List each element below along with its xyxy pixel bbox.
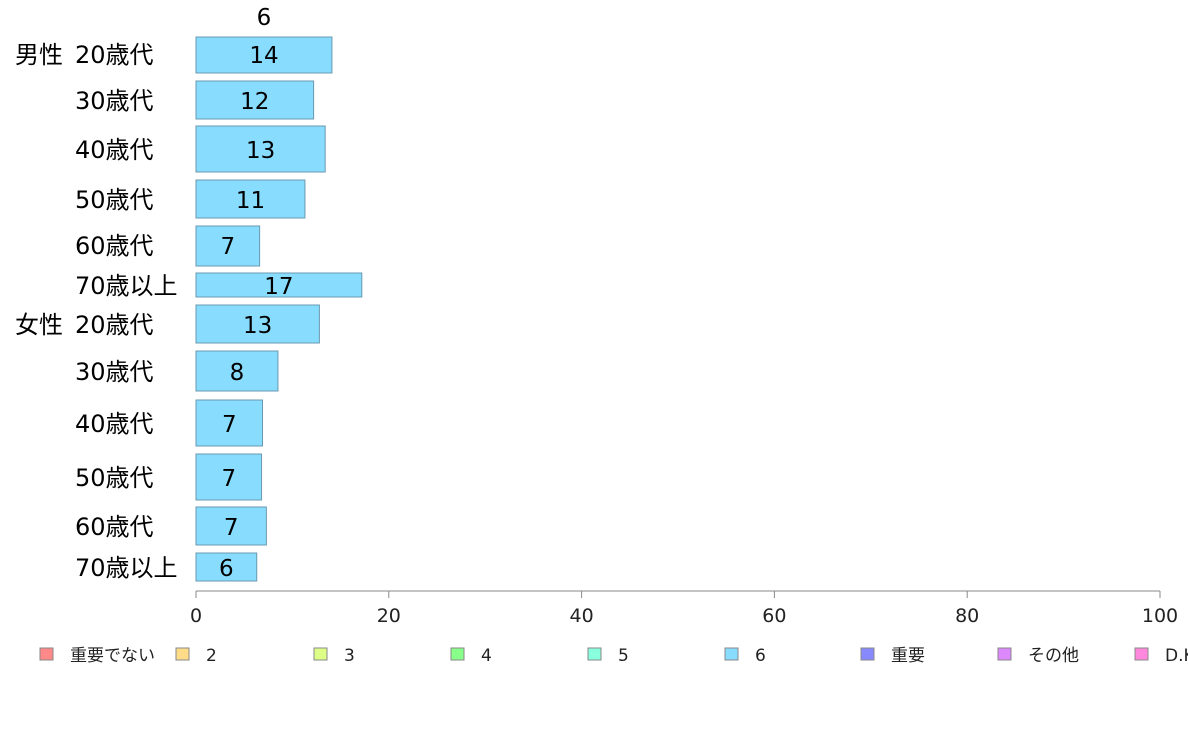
bar-0-2: [195, 125, 326, 173]
x-tick-label: 80: [955, 605, 979, 627]
legend-swatch: [450, 647, 465, 661]
x-tick-label: 20: [377, 605, 401, 627]
bar-1-1: [195, 350, 279, 392]
bar-value-label: 8: [230, 360, 245, 386]
category-label: 50歳代: [75, 186, 154, 214]
bar-value-label: 7: [222, 412, 237, 438]
legend-swatch: [1134, 647, 1149, 661]
legend-label: 6: [755, 646, 766, 666]
bar-1-4: [195, 506, 267, 546]
category-label: 30歳代: [75, 358, 154, 386]
legend-swatch: [860, 647, 875, 661]
category-label: 60歳代: [75, 232, 154, 260]
bar-0-0: [195, 36, 333, 74]
bar-0-3: [195, 179, 306, 219]
bar-1-0: [195, 304, 320, 344]
legend-swatch: [997, 647, 1012, 661]
bar-0-5: [195, 272, 363, 298]
bar-value-label: 7: [224, 515, 239, 541]
legend-swatch: [724, 647, 739, 661]
category-label: 20歳代: [75, 41, 154, 69]
x-tick-label: 60: [762, 605, 786, 627]
legend-label: その他: [1028, 646, 1079, 666]
bar-value-label: 7: [220, 234, 235, 260]
group-label: 男性: [15, 41, 63, 69]
bar-1-5: [195, 552, 258, 582]
legend-label: 2: [206, 646, 217, 666]
bar-value-label: 13: [243, 313, 272, 339]
bar-1-2: [195, 399, 264, 447]
legend-label: 5: [618, 646, 629, 666]
category-label: 40歳代: [75, 410, 154, 438]
category-label: 70歳以上: [75, 554, 178, 582]
legend-label: 重要でない: [70, 646, 155, 666]
legend-label: D.K: [1165, 646, 1188, 666]
x-tick-label: 40: [570, 605, 594, 627]
top-label: 6: [257, 5, 272, 31]
legend-swatch: [313, 647, 328, 661]
bar-value-label: 14: [249, 43, 278, 69]
bar-value-label: 6: [219, 556, 234, 582]
legend-label: 3: [344, 646, 355, 666]
category-label: 60歳代: [75, 513, 154, 541]
legend-swatch: [587, 647, 602, 661]
category-label: 30歳代: [75, 87, 154, 115]
bar-value-label: 13: [246, 138, 275, 164]
bar-0-4: [195, 225, 261, 267]
legend-label: 重要: [891, 646, 925, 666]
bar-value-label: 17: [264, 274, 293, 300]
bar-value-label: 12: [240, 89, 269, 115]
x-tick-label: 0: [190, 605, 202, 627]
bar-value-label: 11: [236, 188, 265, 214]
x-tick-label: 100: [1142, 605, 1178, 627]
bar-1-3: [195, 453, 263, 501]
bar-value-label: 7: [221, 466, 236, 492]
bar-0-1: [195, 80, 315, 120]
category-label: 70歳以上: [75, 272, 178, 300]
legend-swatch: [39, 647, 54, 661]
legend-label: 4: [481, 646, 492, 666]
group-label: 女性: [15, 311, 63, 339]
legend-swatch: [175, 647, 190, 661]
category-label: 50歳代: [75, 464, 154, 492]
category-label: 20歳代: [75, 311, 154, 339]
category-label: 40歳代: [75, 136, 154, 164]
